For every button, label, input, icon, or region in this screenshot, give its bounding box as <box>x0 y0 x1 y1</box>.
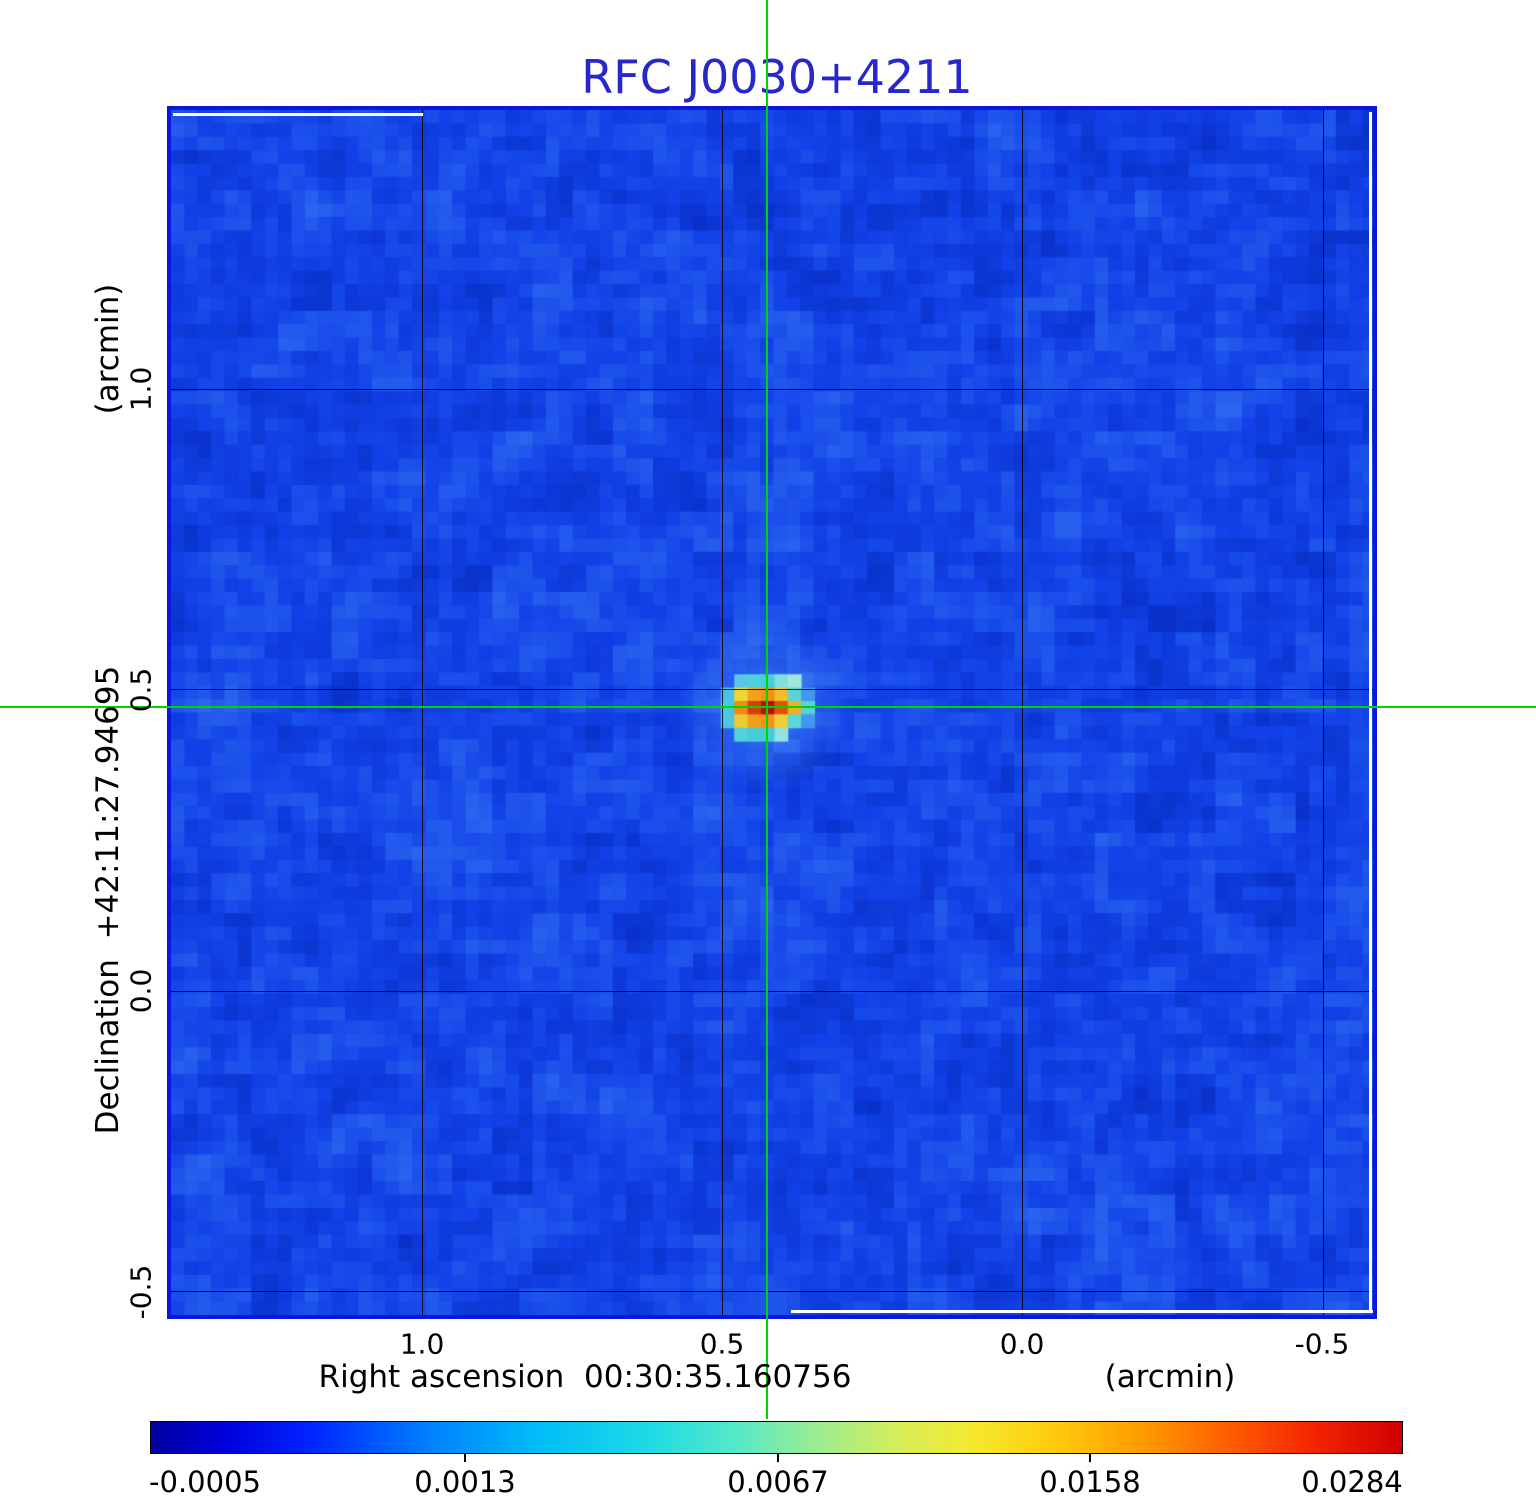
grid-line-dec--0.5 <box>171 1291 1373 1292</box>
edge-artifact-right <box>1369 112 1372 1313</box>
x-axis-title: Right ascension 00:30:35.160756 <box>318 1359 852 1395</box>
radio-image-canvas <box>171 110 1373 1315</box>
colorbar-tick-0.0067 <box>777 1454 779 1462</box>
colorbar-gradient <box>151 1422 1402 1453</box>
colorbar-label-0.0013: 0.0013 <box>414 1465 516 1499</box>
x-tick-label-1.0: 1.0 <box>399 1327 445 1361</box>
crosshair-horizontal-line <box>0 706 1536 708</box>
y-tick-label-0.0: 0.0 <box>124 968 158 1014</box>
grid-line-ra-0.5 <box>722 110 723 1315</box>
colorbar-tick-0.0013 <box>464 1454 466 1462</box>
grid-line-dec-0.0 <box>171 991 1373 992</box>
figure-title: RFC J0030+4211 <box>581 50 973 104</box>
x-tick-label-0.0: 0.0 <box>999 1327 1045 1361</box>
x-axis-unit-label: (arcmin) <box>1104 1359 1236 1395</box>
x-tick-label-0.5: 0.5 <box>699 1327 745 1361</box>
grid-line-ra--0.5 <box>1323 110 1324 1315</box>
colorbar <box>150 1421 1403 1454</box>
y-tick-label-0.5: 0.5 <box>124 667 158 713</box>
y-axis-unit-label: (arcmin) <box>90 283 126 415</box>
colorbar-label-0.0067: 0.0067 <box>727 1465 829 1499</box>
colorbar-label-0.0284: 0.0284 <box>1301 1465 1403 1499</box>
y-tick-label-1.0: 1.0 <box>124 366 158 412</box>
grid-line-dec-1.0 <box>171 389 1373 390</box>
y-axis-title: Declination +42:11:27.94695 <box>90 665 126 1135</box>
crosshair-vertical-line <box>766 0 768 1419</box>
colorbar-tick-0.0158 <box>1089 1454 1091 1462</box>
grid-line-dec-0.5 <box>171 689 1373 690</box>
grid-line-ra-1.0 <box>422 110 423 1315</box>
radio-image-plot <box>167 106 1377 1319</box>
grid-line-ra-0.0 <box>1022 110 1023 1315</box>
x-tick-label--0.5: -0.5 <box>1294 1327 1350 1361</box>
colorbar-label-0.0158: 0.0158 <box>1039 1465 1141 1499</box>
edge-artifact-top <box>173 113 423 116</box>
colorbar-label--0.0005: -0.0005 <box>149 1465 261 1499</box>
y-tick-label--0.5: -0.5 <box>124 1264 158 1320</box>
edge-artifact-bottom <box>791 1310 1373 1313</box>
